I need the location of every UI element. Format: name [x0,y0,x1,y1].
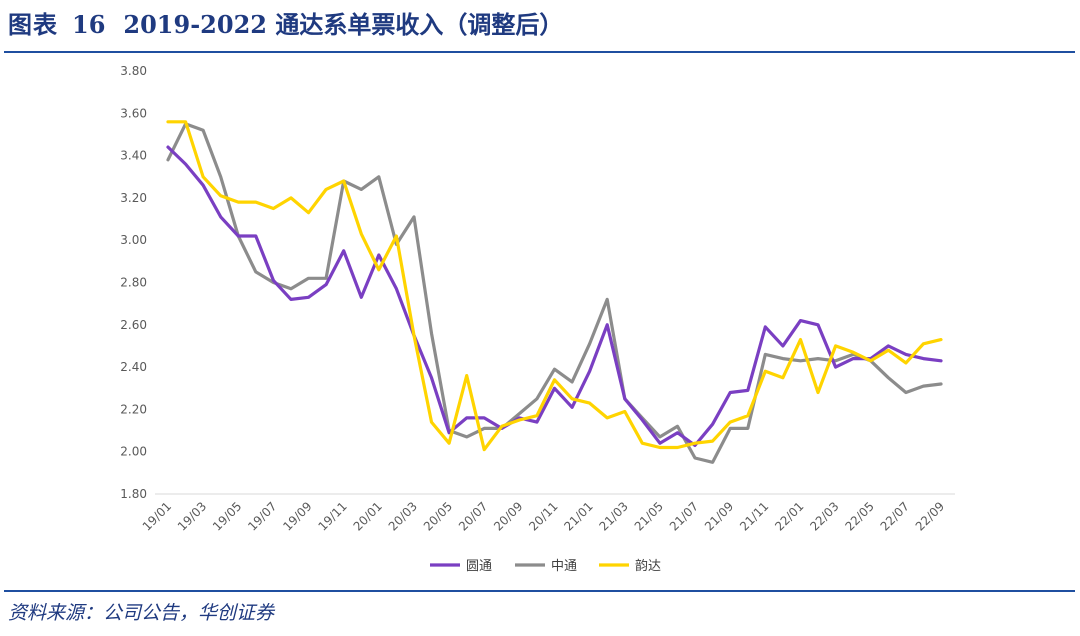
figure-title-text: 2019-2022 通达系单票收入（调整后） [123,10,564,39]
legend-item-zhongtong-label: 中通 [551,559,577,574]
x-tick-label: 20/09 [491,499,525,533]
x-tick-label: 22/05 [842,499,876,533]
x-tick-label: 21/09 [702,499,736,533]
x-tick-label: 19/07 [245,499,279,533]
legend-item-yuantong-label: 圆通 [466,559,492,574]
x-tick-label: 20/01 [351,499,385,533]
legend: 圆通 中通 韵达 [430,559,661,574]
x-tick-label: 21/01 [561,499,595,533]
y-tick-label: 2.60 [120,318,147,332]
source-note: 资料来源：公司公告，华创证券 [8,602,275,624]
y-tick-label: 2.40 [120,360,147,374]
y-tick-label: 3.60 [120,106,147,120]
y-tick-label: 2.80 [120,276,147,290]
y-tick-label: 1.80 [120,487,147,501]
y-tick-label: 3.20 [120,191,147,205]
legend-item-yunda-label: 韵达 [635,559,661,574]
x-tick-label: 22/09 [913,499,947,533]
x-tick-label: 22/07 [878,499,912,533]
x-tick-label: 19/11 [315,499,349,533]
y-tick-label: 3.80 [120,64,147,78]
y-tick-label: 3.00 [120,233,147,247]
series-line-zhongtong [166,122,943,464]
x-tick-label: 19/03 [175,499,209,533]
y-tick-label: 3.40 [120,149,147,163]
y-tick-label: 2.00 [120,445,147,459]
y-axis-ticks: 1.80 2.00 2.20 2.40 2.60 2.80 3.00 3.20 3.40 3.60… [120,64,147,501]
x-tick-label: 22/03 [807,499,841,533]
x-tick-label: 20/03 [386,499,420,533]
x-tick-label: 19/05 [210,499,244,533]
x-tick-label: 19/09 [280,499,314,533]
x-tick-label: 20/05 [421,499,455,533]
x-tick-label: 21/07 [667,499,701,533]
x-axis-ticks: 19/01 19/03 19/05 19/07 19/09 19/11 20/01 20/03… [140,499,947,533]
y-tick-label: 2.20 [120,402,147,416]
top-divider [4,51,1075,53]
bottom-divider [4,590,1075,592]
x-tick-label: 20/07 [456,499,490,533]
series-lines [166,120,943,464]
series-line-yunda [166,120,943,452]
x-tick-label: 21/03 [597,499,631,533]
series-line-yuantong [166,145,943,447]
x-tick-label: 20/11 [526,499,560,533]
x-tick-label: 21/11 [737,499,771,533]
figure-label: 图表 [8,10,58,39]
x-tick-label: 19/01 [140,499,174,533]
x-tick-label: 22/01 [772,499,806,533]
figure-number: 16 [72,10,106,39]
x-tick-label: 21/05 [632,499,666,533]
figure-title: 图表 16 2019-2022 通达系单票收入（调整后） [8,5,563,45]
